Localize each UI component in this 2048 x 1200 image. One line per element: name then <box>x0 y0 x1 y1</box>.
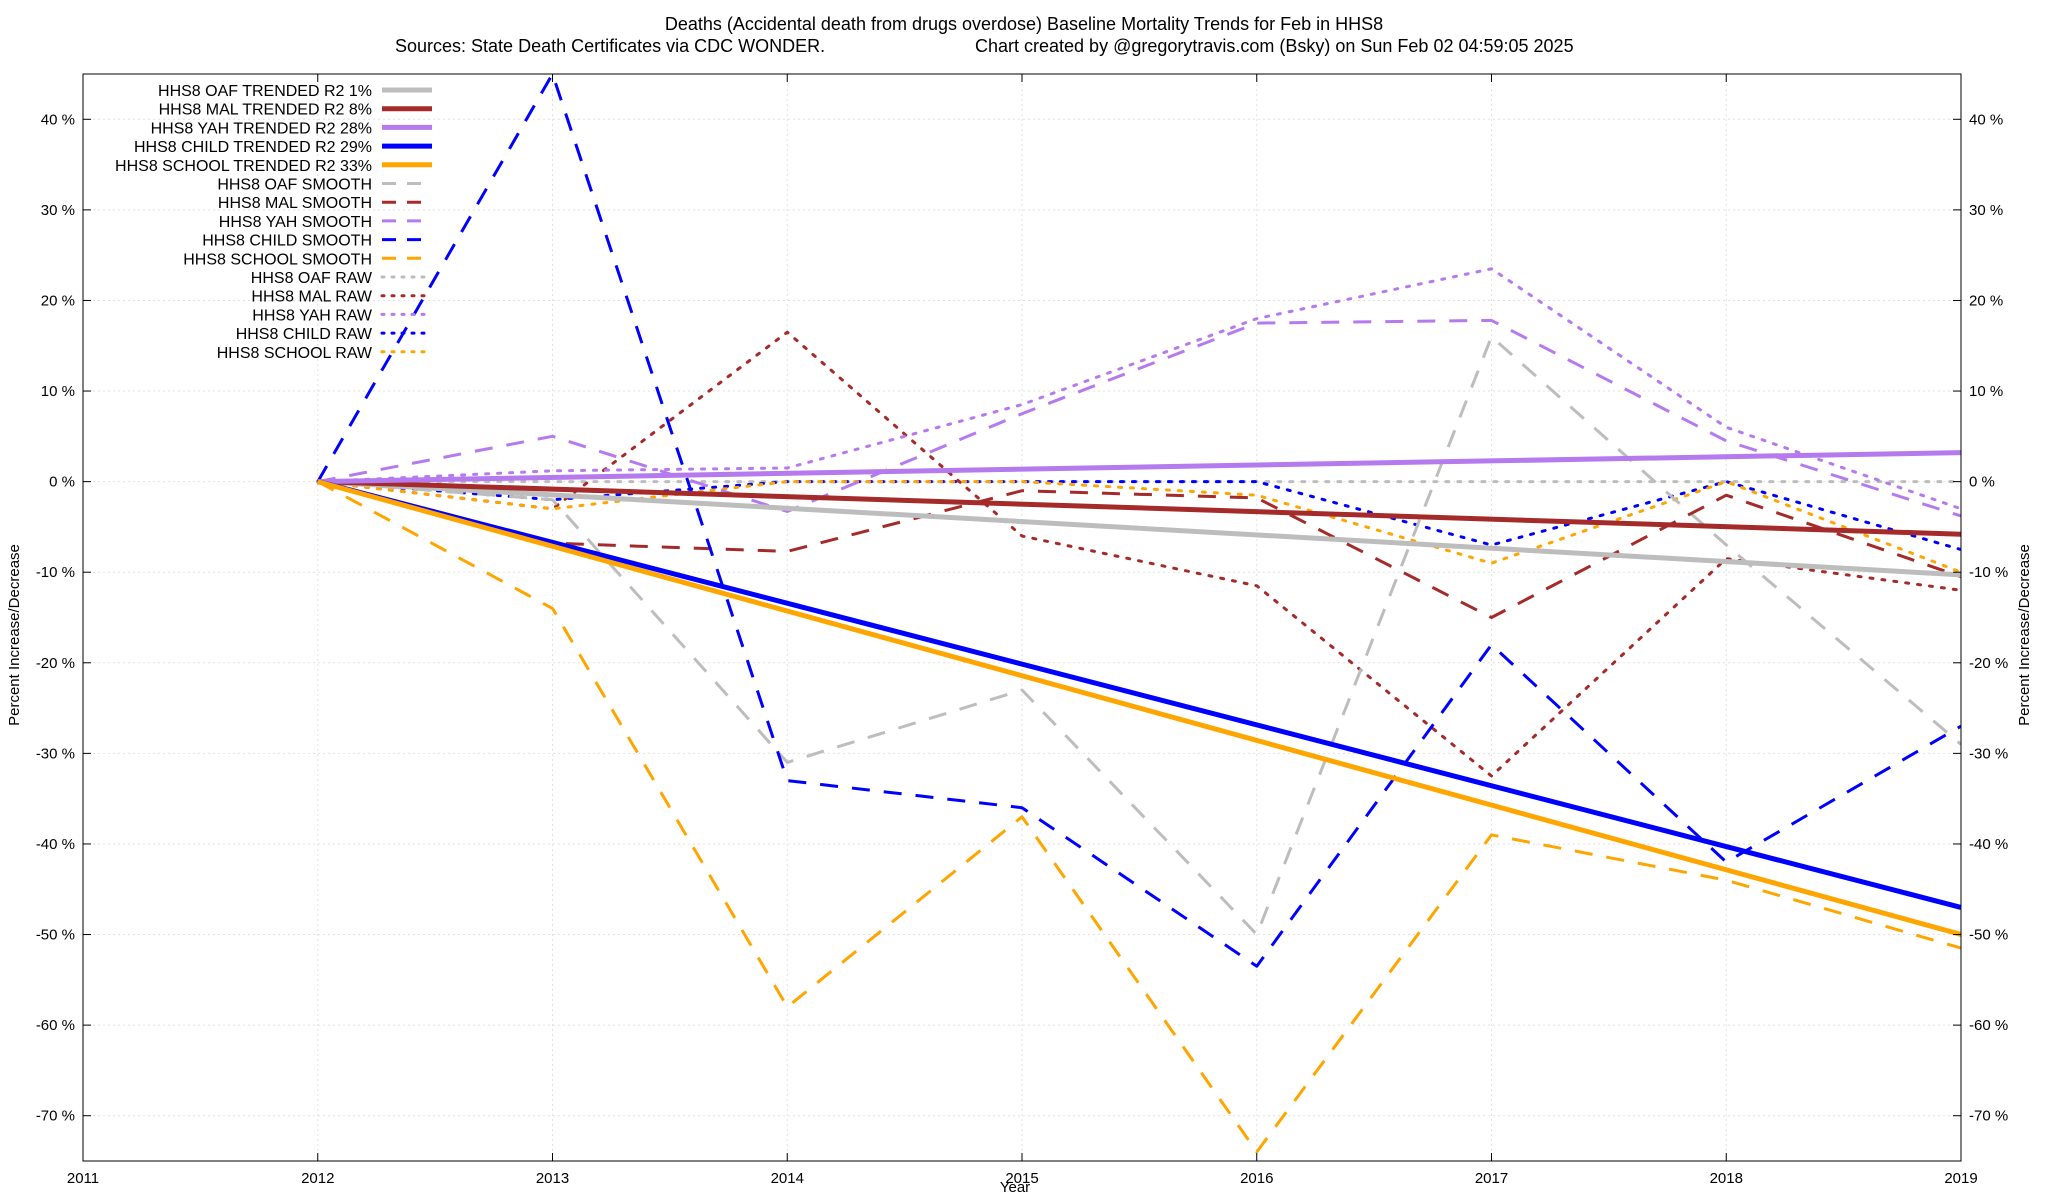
y2-tick-label: 20 % <box>1969 292 2003 309</box>
legend-label: HHS8 SCHOOL RAW <box>217 345 373 362</box>
legend-label: HHS8 YAH TRENDED R2 28% <box>151 120 372 137</box>
y2-tick-label: 10 % <box>1969 383 2003 400</box>
y-tick-label: 40 % <box>41 111 75 128</box>
y-axis-label: Percent Increase/Decrease <box>6 544 23 726</box>
y-tick-label: -50 % <box>36 927 75 944</box>
legend-label: HHS8 MAL SMOOTH <box>218 195 372 212</box>
series-line-12 <box>316 267 1961 511</box>
y-tick-label: 30 % <box>41 202 75 219</box>
legend-label: HHS8 SCHOOL TRENDED R2 33% <box>115 158 372 175</box>
y2-tick-label: -70 % <box>1969 1108 2008 1125</box>
y2-tick-label: -40 % <box>1969 836 2008 853</box>
series-line-14 <box>316 480 1961 574</box>
series-line-7 <box>317 318 1961 518</box>
x-tick-label: 2018 <box>1710 1170 1743 1187</box>
x-tick-label: 2015 <box>1005 1170 1038 1187</box>
y2-tick-label: -10 % <box>1969 564 2008 581</box>
y2-tick-label: 0 % <box>1969 474 1995 491</box>
legend-label: HHS8 YAH SMOOTH <box>219 214 372 231</box>
y2-tick-label: -20 % <box>1969 655 2008 672</box>
chart-title: Deaths (Accidental death from drugs over… <box>665 14 1383 34</box>
series-line-0 <box>317 479 1961 578</box>
legend-label: HHS8 CHILD RAW <box>236 326 373 343</box>
y-tick-label: 20 % <box>41 292 75 309</box>
y2-tick-label: -60 % <box>1969 1017 2008 1034</box>
chart-legend: HHS8 OAF TRENDED R2 1% HHS8 MAL TRENDED R… <box>115 83 434 362</box>
y-tick-label: -10 % <box>36 564 75 581</box>
y2-tick-label: 40 % <box>1969 111 2003 128</box>
y2-tick-label: 30 % <box>1969 202 2003 219</box>
legend-label: HHS8 MAL RAW <box>251 289 373 306</box>
series-line-11 <box>316 330 1961 778</box>
series-line-4 <box>317 479 1961 937</box>
chart-source-note: Sources: State Death Certificates via CD… <box>395 36 825 56</box>
y-tick-label: -20 % <box>36 655 75 672</box>
series-line-6 <box>317 480 1961 619</box>
legend-label: HHS8 OAF SMOOTH <box>217 177 372 194</box>
y-tick-label: -60 % <box>36 1017 75 1034</box>
x-tick-label: 2019 <box>1944 1170 1977 1187</box>
legend-label: HHS8 OAF RAW <box>251 270 373 287</box>
legend-label: HHS8 SCHOOL SMOOTH <box>183 251 372 268</box>
series-line-5 <box>317 335 1961 936</box>
x-tick-label: 2011 <box>67 1170 99 1187</box>
y-tick-label: 0 % <box>49 474 75 491</box>
y-tick-label: -30 % <box>36 745 75 762</box>
series-line-8 <box>316 74 1961 968</box>
legend-label: HHS8 MAL TRENDED R2 8% <box>159 102 372 119</box>
legend-label: HHS8 OAF TRENDED R2 1% <box>158 83 372 100</box>
series-line-9 <box>317 480 1961 1154</box>
chart-series-layer <box>316 74 1961 1154</box>
x-tick-label: 2013 <box>536 1170 569 1187</box>
x-axis-label: Year <box>1000 1179 1030 1196</box>
series-line-2 <box>317 450 1961 485</box>
y-tick-label: 10 % <box>41 383 75 400</box>
chart-credit-note: Chart created by @gregorytravis.com (Bsk… <box>975 36 1574 56</box>
y2-tick-label: -50 % <box>1969 927 2008 944</box>
legend-label: HHS8 CHILD TRENDED R2 29% <box>134 139 372 156</box>
y-tick-label: -70 % <box>36 1108 75 1125</box>
y2-axis-label: Percent Increase/Decrease <box>2016 544 2033 726</box>
series-line-3 <box>317 479 1961 910</box>
x-tick-label: 2017 <box>1475 1170 1508 1187</box>
legend-label: HHS8 YAH RAW <box>252 307 373 324</box>
series-line-1 <box>317 479 1961 537</box>
x-tick-label: 2012 <box>301 1170 334 1187</box>
x-tick-label: 2014 <box>771 1170 804 1187</box>
y-tick-label: -40 % <box>36 836 75 853</box>
x-tick-label: 2016 <box>1240 1170 1273 1187</box>
legend-label: HHS8 CHILD SMOOTH <box>202 233 372 250</box>
chart-ticks: 2011 2012 2013 2014 2015 2016 2017 2018 2019 40 %… <box>36 74 2008 1187</box>
y2-tick-label: -30 % <box>1969 745 2008 762</box>
